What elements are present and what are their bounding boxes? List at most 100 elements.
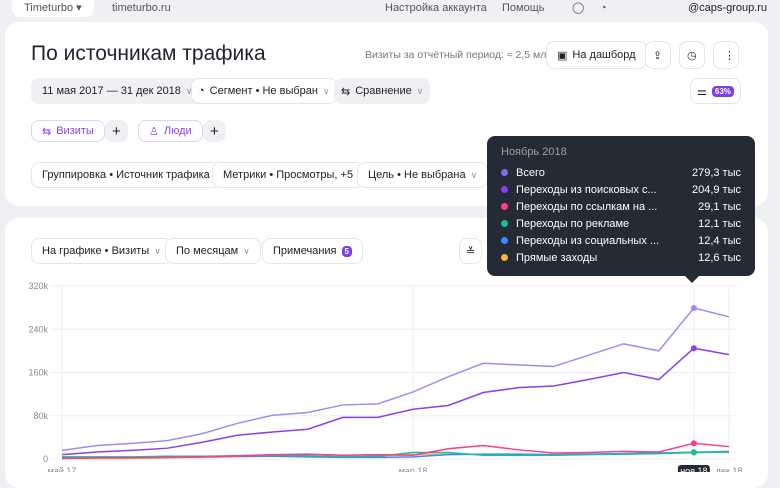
series-color-dot [501, 203, 508, 210]
data-point [690, 345, 697, 352]
date-range-label: 11 мая 2017 — 31 дек 2018 [42, 85, 181, 97]
add-visits-filter-button[interactable]: + [105, 120, 128, 142]
counter-name: Timeturbo [24, 2, 74, 14]
compare-icon: ⇆ [341, 85, 351, 98]
series-color-dot [501, 254, 508, 261]
series-color-dot [501, 220, 508, 227]
x-tick-label: дек 18 [716, 466, 743, 472]
visits-icon: ⇆ [42, 125, 52, 138]
series-line-2 [61, 442, 730, 460]
tooltip-series-value: 12,4 тыс [698, 234, 741, 247]
series-color-dot [501, 186, 508, 193]
x-tick-label: май 17 [48, 466, 77, 472]
sliders-icon: ⚌ [697, 85, 707, 98]
line-chart[interactable]: 0 80k 160k 240k 320k май 17 мар 18 ноя 18 дек 18 [0, 0, 780, 472]
segment-icon: ◔ [198, 85, 205, 97]
y-tick-label: 160k [28, 368, 48, 378]
tooltip-series-label: Прямые заходы [516, 251, 598, 264]
plus-icon: + [112, 122, 121, 140]
tooltip-series-label: Переходы из социальных ... [516, 234, 660, 247]
goal-selector[interactable]: Цель • Не выбрана ∨ [357, 162, 489, 188]
visits-chip-label: Визиты [56, 125, 94, 137]
segment-label: Сегмент • Не выбран [209, 85, 318, 97]
dashboard-icon: ▣ [557, 49, 568, 62]
metrics-selector[interactable]: Метрики • Просмотры, +5 [212, 162, 365, 188]
page-title: По источникам трафика [31, 42, 266, 65]
y-tick-label: 240k [28, 324, 48, 334]
tooltip-series-value: 12,6 тыс [698, 251, 741, 264]
series-line-0 [61, 307, 730, 452]
tooltip-series-label: Переходы по рекламе [516, 217, 630, 230]
add-people-filter-button[interactable]: + [203, 120, 226, 142]
help-menu[interactable]: Помощь [502, 2, 545, 14]
chart-settings-icon: ≚ [466, 245, 476, 258]
share-icon: ⇪ [653, 49, 663, 62]
tooltip-series-value: 279,3 тыс [691, 166, 741, 179]
grouping-label: Группировка • Источник трафика [42, 169, 210, 181]
bell-icon[interactable]: ◔ [600, 2, 607, 14]
report-settings-button[interactable]: ⚌ 63% [690, 78, 741, 104]
grouping-selector[interactable]: Группировка • Источник трафика [31, 162, 221, 188]
tooltip-title: Ноябрь 2018 [501, 146, 567, 158]
chevron-down-icon: ∨ [185, 85, 193, 96]
tooltip-row: Прямые заходы 12,6 тыс [501, 249, 741, 266]
counter-selector[interactable]: Timeturbo ▾ [12, 0, 94, 17]
tooltip-row: Всего 279,3 тыс [501, 164, 741, 181]
comparison-selector[interactable]: ⇆ Сравнение ∨ [334, 78, 431, 104]
tooltip-row: Переходы по рекламе 12,1 тыс [501, 215, 741, 232]
tooltip-series-label: Переходы из поисковых с... [516, 183, 657, 196]
series-color-dot [501, 237, 508, 244]
clock-icon: ◷ [687, 49, 697, 62]
series-line-1 [61, 347, 730, 456]
data-point [690, 440, 697, 447]
metrics-label: Метрики • Просмотры, +5 [223, 169, 354, 181]
people-chip-label: Люди [163, 125, 192, 137]
data-point [690, 305, 697, 312]
tooltip-row: Переходы из социальных ... 12,4 тыс [501, 232, 741, 249]
chart-tooltip: Ноябрь 2018 Всего 279,3 тыс Переходы из по… [487, 136, 755, 283]
comparison-label: Сравнение [355, 85, 412, 97]
chart-type-button[interactable]: ≚ [459, 238, 483, 264]
x-tick-label: ноя 18 [680, 466, 707, 472]
y-tick-label: 0 [43, 454, 48, 464]
people-chip[interactable]: ♙ Люди [138, 120, 203, 142]
report-header-card: По источникам трафика Визиты за отчётный… [5, 22, 768, 206]
tooltip-series-label: Всего [516, 166, 545, 179]
tooltip-series-value: 12,1 тыс [698, 217, 741, 230]
add-to-dashboard-button[interactable]: ▣ На дашборд [546, 41, 647, 69]
segment-selector[interactable]: ◔ Сегмент • Не выбран ∨ [191, 78, 337, 104]
notes-label: Примечания [273, 245, 337, 257]
chevron-down-icon: ∨ [154, 245, 161, 256]
tooltip-series-label: Переходы по ссылкам на ... [516, 200, 658, 213]
visits-chip[interactable]: ⇆ Визиты [31, 120, 105, 142]
chat-icon[interactable]: ◯ [572, 2, 585, 14]
series-color-dot [501, 169, 508, 176]
sampling-badge: 63% [711, 85, 734, 97]
tooltip-row: Переходы из поисковых с... 204,9 тыс [501, 181, 741, 198]
x-tick-label: мар 18 [399, 466, 428, 472]
user-account[interactable]: @caps-group.ru [688, 2, 768, 14]
chevron-down-icon: ∨ [416, 85, 424, 96]
site-selector[interactable]: timeturbo.ru [112, 2, 171, 14]
dashboard-label: На дашборд [572, 49, 636, 61]
date-range-picker[interactable]: 11 мая 2017 — 31 дек 2018 ∨ [31, 78, 204, 104]
more-icon: ⋮ [724, 49, 735, 62]
more-button[interactable]: ⋮ [713, 41, 739, 69]
person-icon: ♙ [149, 125, 159, 138]
notes-count-badge: 5 [341, 245, 352, 257]
top-navigation: Timeturbo ▾ timeturbo.ru Настройка аккау… [0, 0, 780, 20]
goal-label: Цель • Не выбрана [368, 169, 466, 181]
account-settings-link[interactable]: Настройка аккаунта [385, 2, 487, 14]
chart-metric-selector[interactable]: На графике • Визиты ∨ [31, 238, 172, 264]
export-button[interactable]: ⇪ [645, 41, 671, 69]
chevron-down-icon: ∨ [243, 245, 250, 256]
tooltip-row: Переходы по ссылкам на ... 29,1 тыс [501, 198, 741, 215]
history-button[interactable]: ◷ [679, 41, 705, 69]
plus-icon: + [210, 122, 219, 140]
tooltip-series-value: 204,9 тыс [691, 183, 741, 196]
tooltip-series-value: 29,1 тыс [698, 200, 741, 213]
data-point [690, 449, 697, 456]
chevron-down-icon: ∨ [322, 85, 330, 96]
period-selector[interactable]: По месяцам ∨ [165, 238, 261, 264]
notes-button[interactable]: Примечания 5 [262, 238, 363, 264]
